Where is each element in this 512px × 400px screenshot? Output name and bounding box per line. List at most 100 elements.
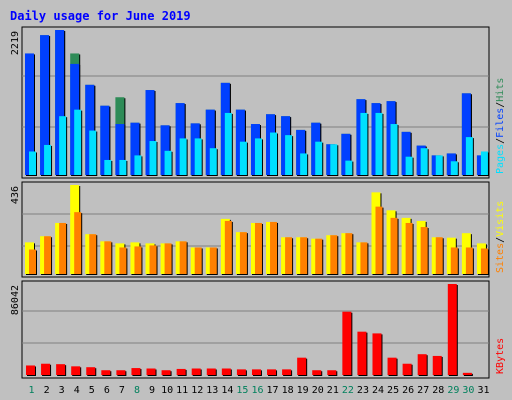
- bar-kbytes-day-2: [41, 363, 51, 375]
- bar-sites-day-4: [74, 212, 82, 274]
- legend: Pages/Files/Hits: [495, 78, 506, 174]
- bar-pages-day-4: [74, 109, 82, 175]
- bar-kbytes-day-23: [357, 331, 367, 375]
- x-label-day-20: 20: [312, 385, 324, 396]
- bar-sites-day-29: [450, 247, 458, 274]
- panel-kbytes: 86042 KBytes: [10, 280, 506, 379]
- bar-kbytes-day-26: [402, 363, 412, 375]
- bar-sites-day-31: [480, 248, 488, 274]
- bar-sites-day-5: [89, 234, 97, 274]
- x-label-day-14: 14: [221, 385, 233, 396]
- plot-area: [21, 280, 490, 379]
- x-label-day-17: 17: [267, 385, 279, 396]
- bar-sites-day-17: [270, 221, 278, 274]
- bar-pages-day-25: [390, 124, 398, 175]
- bar-pages-day-20: [315, 141, 323, 175]
- bar-files-day-9: [145, 90, 155, 175]
- bar-files-day-10: [160, 125, 170, 175]
- bar-sites-day-27: [420, 227, 428, 274]
- x-label-day-10: 10: [161, 385, 173, 396]
- x-label-day-29: 29: [447, 385, 459, 396]
- legend-entry-hits: Hits: [495, 78, 506, 102]
- bar-sites-day-15: [239, 232, 247, 274]
- panel-hits-files-pages: 2219 Pages/Files/Hits: [10, 26, 506, 179]
- legend-entry-pages: Pages: [495, 144, 506, 174]
- bar-pages-day-27: [420, 148, 428, 175]
- x-label-day-15: 15: [236, 385, 248, 396]
- bar-sites-day-21: [330, 235, 338, 274]
- bar-kbytes-day-13: [206, 368, 216, 375]
- x-label-day-13: 13: [206, 385, 218, 396]
- legend-entry-sites: Sites: [495, 243, 506, 273]
- bar-kbytes-day-6: [101, 370, 111, 375]
- chart-title: Daily usage for June 2019: [10, 9, 191, 23]
- bar-pages-day-6: [104, 159, 112, 175]
- chart-panels: 2219Pages/Files/Hits436Sites/Visits86042…: [10, 26, 506, 379]
- bar-sites-day-30: [465, 247, 473, 274]
- x-label-day-12: 12: [191, 385, 203, 396]
- legend-entry-visits: Visits: [495, 201, 506, 237]
- bar-files-day-3: [55, 30, 65, 175]
- bar-pages-day-3: [59, 116, 67, 175]
- bar-files-day-8: [130, 122, 140, 175]
- bar-sites-day-3: [59, 222, 67, 274]
- bar-kbytes-day-19: [297, 357, 307, 375]
- bar-pages-day-8: [134, 155, 142, 175]
- bar-kbytes-day-18: [282, 369, 292, 375]
- bar-sites-day-20: [315, 238, 323, 274]
- bar-files-day-26: [401, 131, 411, 175]
- x-label-day-25: 25: [387, 385, 399, 396]
- bar-files-day-19: [296, 129, 306, 175]
- bar-kbytes-day-14: [221, 368, 231, 375]
- bar-kbytes-day-22: [342, 311, 352, 375]
- bar-files-day-13: [205, 109, 215, 175]
- bar-files-day-2: [40, 35, 50, 176]
- bar-pages-day-11: [179, 138, 187, 175]
- x-axis-labels: 1 2 3 4 5 6 7 8 9 10 11 12 13 14 15 16 17 18 19 20 21 22 23 24 2…: [29, 385, 490, 396]
- bar-pages-day-29: [450, 161, 458, 175]
- bar-sites-day-19: [300, 237, 308, 274]
- bar-kbytes-day-27: [417, 354, 427, 375]
- bar-pages-day-30: [465, 137, 473, 175]
- bar-pages-day-18: [285, 135, 293, 175]
- bar-kbytes-day-29: [447, 284, 457, 375]
- bar-pages-day-14: [224, 112, 232, 175]
- bar-sites-day-18: [285, 237, 293, 274]
- bar-kbytes-day-15: [236, 369, 246, 375]
- bar-pages-day-24: [375, 112, 383, 175]
- bar-sites-day-23: [360, 242, 368, 274]
- bar-pages-day-7: [119, 159, 127, 175]
- bar-kbytes-day-7: [116, 370, 126, 375]
- y-max-label: 2219: [10, 31, 21, 55]
- legend-separator: /: [495, 102, 506, 108]
- legend: Sites/Visits: [495, 201, 506, 273]
- bar-sites-day-16: [254, 222, 262, 274]
- bar-kbytes-day-11: [176, 368, 186, 375]
- bar-sites-day-10: [164, 243, 172, 274]
- bar-files-day-6: [100, 105, 110, 175]
- bar-sites-day-22: [345, 233, 353, 274]
- x-label-day-28: 28: [432, 385, 444, 396]
- x-label-day-31: 31: [477, 385, 489, 396]
- x-label-day-21: 21: [327, 385, 339, 396]
- bar-sites-day-24: [375, 206, 383, 274]
- bar-sites-day-28: [435, 237, 443, 274]
- bar-sites-day-7: [119, 247, 127, 274]
- x-label-day-16: 16: [251, 385, 263, 396]
- bar-sites-day-2: [44, 236, 52, 274]
- bar-kbytes-day-5: [86, 367, 96, 375]
- bar-pages-day-15: [239, 141, 247, 175]
- bar-kbytes-day-16: [251, 369, 261, 375]
- legend: KBytes: [495, 338, 506, 374]
- bar-sites-day-12: [194, 247, 202, 274]
- x-label-day-30: 30: [462, 385, 474, 396]
- x-label-day-27: 27: [417, 385, 429, 396]
- bar-kbytes-day-9: [146, 368, 156, 375]
- bar-pages-day-26: [405, 156, 413, 175]
- x-label-day-24: 24: [372, 385, 384, 396]
- bar-pages-day-9: [149, 141, 157, 175]
- bar-kbytes-day-10: [161, 370, 171, 375]
- bar-pages-day-2: [44, 144, 52, 175]
- legend-separator: /: [495, 138, 506, 144]
